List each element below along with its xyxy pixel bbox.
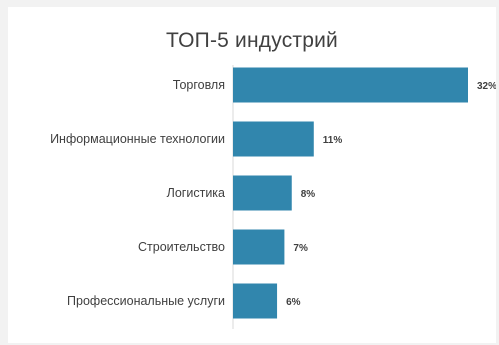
bar-4: [233, 229, 285, 265]
value-label-5: 6%: [286, 297, 301, 308]
bar-1: [233, 67, 468, 103]
category-label-1: Торговля: [173, 78, 225, 92]
value-label-4: 7%: [293, 243, 308, 254]
category-label-4: Строительство: [138, 240, 225, 254]
bar-chart: Торговля 32% Информационные технологии 11% Л…: [50, 65, 496, 329]
bar-3: [233, 175, 292, 211]
category-label-3: Логистика: [167, 186, 225, 200]
value-label-3: 8%: [301, 189, 316, 200]
category-label-5: Профессиональные услуги: [67, 294, 225, 308]
bar-2: [233, 121, 314, 157]
chart-panel: ТОП-5 индустрий Торговля 32% Информационны…: [8, 7, 496, 343]
bar-5: [233, 283, 278, 319]
value-label-2: 11%: [323, 135, 343, 146]
value-label-1: 32%: [477, 81, 496, 92]
category-label-2: Информационные технологии: [50, 132, 225, 146]
chart-title: ТОП-5 индустрий: [166, 29, 338, 52]
